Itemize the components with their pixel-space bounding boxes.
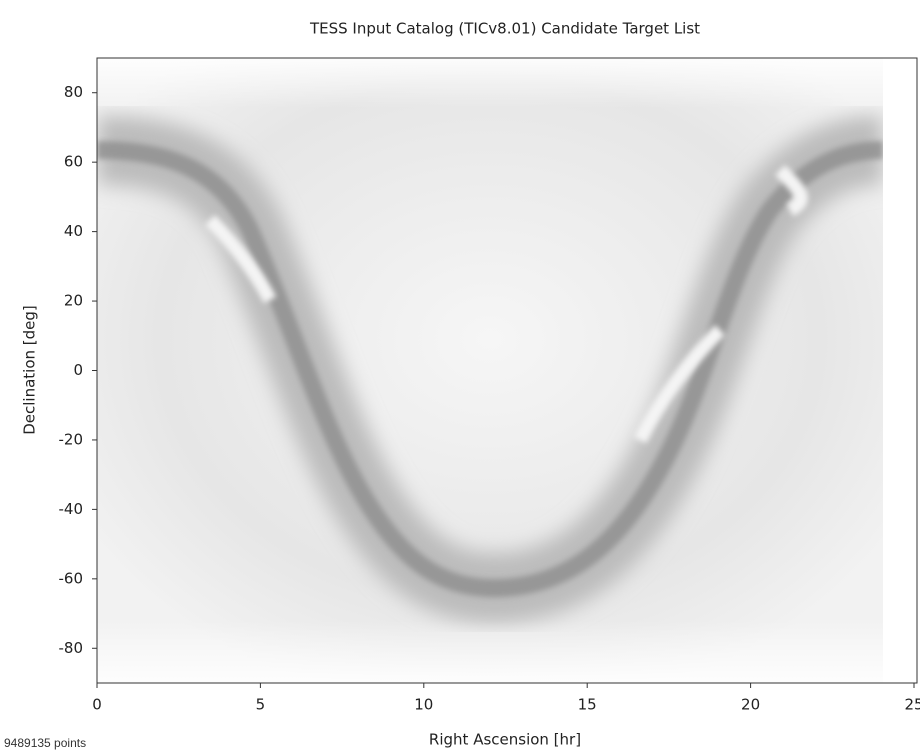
- point-count: 9489135 points: [4, 736, 87, 750]
- x-tick-label: 5: [256, 696, 266, 714]
- y-tick-label: -20: [59, 430, 84, 448]
- x-tick-label: 25: [904, 696, 920, 714]
- density-image: [97, 58, 883, 683]
- y-tick-label: 0: [73, 361, 83, 379]
- y-tick-label: 40: [64, 222, 83, 240]
- y-tick-label: -60: [59, 569, 84, 587]
- y-tick-label: -80: [59, 639, 84, 657]
- x-tick-label: 15: [578, 696, 597, 714]
- x-axis-label: Right Ascension [hr]: [429, 731, 581, 749]
- x-tick-label: 0: [92, 696, 102, 714]
- x-tick-label: 20: [741, 696, 760, 714]
- y-axis-label: Declination [deg]: [21, 305, 39, 435]
- y-tick-label: 20: [64, 292, 83, 310]
- y-tick-label: 60: [64, 153, 83, 171]
- y-tick-label: 80: [64, 83, 83, 101]
- x-tick-label: 10: [414, 696, 433, 714]
- y-tick-label: -40: [59, 500, 84, 518]
- chart-title: TESS Input Catalog (TICv8.01) Candidate …: [309, 20, 700, 38]
